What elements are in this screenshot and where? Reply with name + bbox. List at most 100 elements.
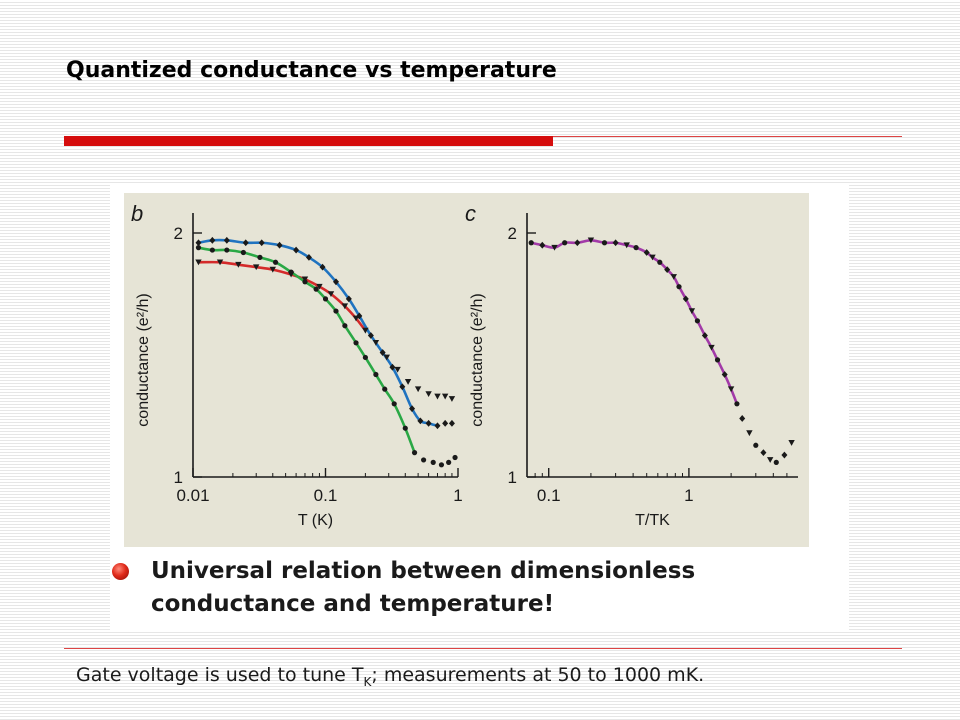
data-point (664, 266, 671, 273)
data-point (670, 274, 677, 280)
plots-svg: 1 2 0.01 0.1 1 b T (K) conductance (e²/h) 1 2 0.1… (131, 201, 798, 529)
y-axis-label: conductance (e²/h) (135, 293, 152, 426)
y-tick-label: 2 (508, 224, 517, 243)
data-point (430, 459, 436, 465)
data-point (209, 247, 215, 253)
data-point (272, 259, 279, 265)
data-point (539, 241, 546, 249)
data-point (734, 401, 740, 407)
bullet-text: Universal relation between dimensionless… (151, 558, 696, 617)
data-point (223, 236, 230, 244)
data-point (446, 459, 452, 465)
data-point (714, 357, 721, 363)
data-point (452, 454, 458, 461)
data-point (694, 318, 701, 324)
panel-c: 1 2 0.1 1 c T/TK conductance (e²/h) (465, 201, 798, 529)
data-point (327, 291, 335, 297)
data-point (411, 450, 418, 456)
data-point (332, 278, 339, 286)
data-point (417, 417, 424, 425)
data-point (372, 340, 380, 346)
data-point (448, 396, 456, 402)
data-point (773, 459, 779, 465)
data-point (746, 430, 753, 437)
x-tick-label: 1 (453, 486, 462, 505)
fit-curve (197, 238, 439, 428)
data-point (414, 386, 422, 393)
panel-b: 1 2 0.01 0.1 1 b T (K) conductance (e²/h) (131, 201, 463, 529)
data-point (319, 263, 326, 271)
data-point (342, 323, 348, 329)
data-point (402, 425, 408, 431)
data-point (195, 245, 202, 251)
data-point (434, 393, 441, 400)
x-tick-label: 0.1 (314, 486, 338, 505)
data-point (322, 296, 329, 302)
data-point (623, 242, 630, 249)
data-point (269, 266, 276, 273)
y-tick-label: 1 (174, 468, 183, 487)
data-point (382, 386, 388, 392)
data-point (448, 419, 455, 427)
data-point (313, 286, 319, 292)
data-point (373, 371, 379, 378)
x-tick-label: 1 (684, 486, 693, 505)
data-point (362, 327, 369, 334)
footer-note: Gate voltage is used to tune TK; measure… (76, 664, 704, 689)
data-point (688, 308, 696, 315)
data-point (409, 405, 416, 413)
data-point (766, 457, 774, 463)
data-point (420, 457, 427, 463)
data-point (305, 254, 312, 261)
data-point (760, 449, 767, 456)
y-axis-label: conductance (e²/h) (469, 293, 486, 426)
slide-title: Quantized conductance vs temperature (66, 58, 557, 83)
data-point (701, 332, 708, 339)
data-point (657, 259, 663, 265)
data-point (276, 241, 283, 249)
data-point (288, 269, 294, 275)
data-point (788, 440, 795, 446)
data-point (356, 312, 363, 320)
data-point (394, 366, 401, 373)
data-point (676, 284, 682, 290)
panel-letter: c (465, 201, 476, 226)
data-point (425, 391, 432, 398)
data-point (643, 249, 650, 256)
data-point (404, 379, 412, 385)
data-point (253, 264, 260, 271)
data-point (367, 332, 374, 339)
data-point (739, 415, 746, 422)
panel-letter: b (131, 201, 143, 226)
y-tick-label: 1 (508, 468, 517, 487)
data-point (721, 371, 728, 378)
data-point (562, 240, 568, 246)
data-point (753, 442, 759, 448)
x-tick-label: 0.1 (537, 486, 561, 505)
data-point (195, 259, 202, 266)
data-point (438, 462, 445, 468)
data-point (235, 261, 242, 268)
data-point (442, 419, 449, 427)
data-point (441, 393, 449, 400)
data-point (528, 240, 534, 246)
data-point (601, 240, 608, 246)
data-point (708, 344, 715, 351)
data-point (434, 422, 441, 430)
data-point (649, 254, 656, 261)
y-tick-label: 2 (174, 224, 183, 243)
fit-curve (529, 239, 739, 406)
footer-text-after: ; measurements at 50 to 1000 mK. (371, 664, 705, 686)
data-point (781, 451, 788, 459)
data-point (362, 354, 368, 361)
data-point (341, 303, 349, 310)
data-point (333, 308, 339, 314)
data-point (293, 246, 300, 254)
data-point (383, 354, 390, 361)
x-tick-label: 0.01 (176, 486, 209, 505)
data-point (612, 239, 619, 247)
data-point (425, 419, 432, 427)
data-point (216, 259, 224, 266)
data-point (353, 340, 359, 346)
footer-text-before: Gate voltage is used to tune T (76, 664, 364, 686)
